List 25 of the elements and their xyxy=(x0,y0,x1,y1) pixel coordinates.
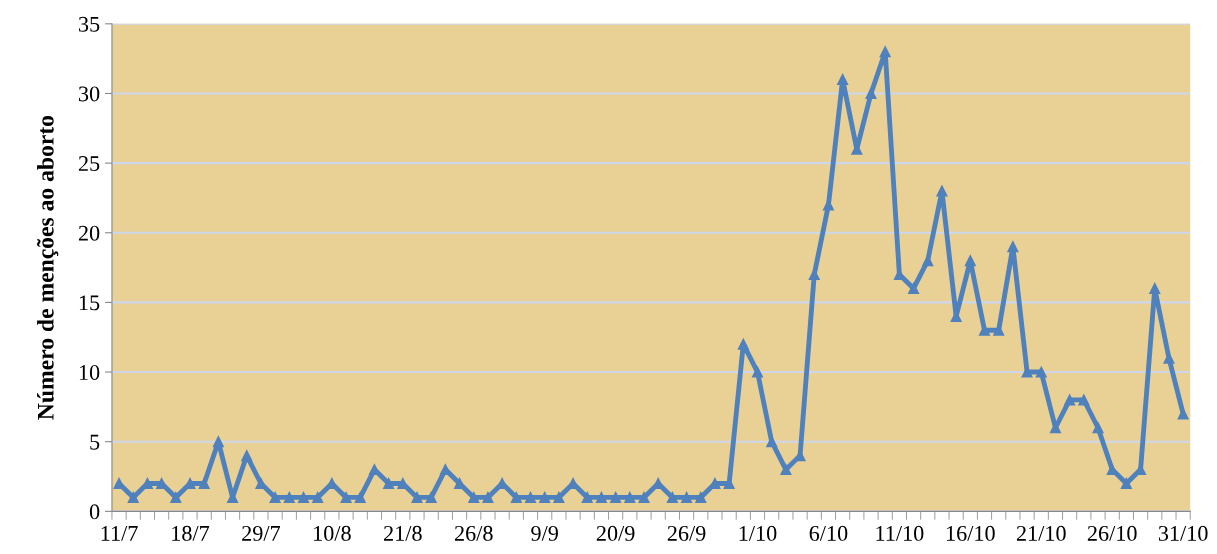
x-tick-label: 20/9 xyxy=(596,525,635,541)
y-tick-label: 0 xyxy=(89,504,100,520)
y-tick-label: 10 xyxy=(79,364,100,380)
x-tick-label: 9/9 xyxy=(531,525,558,541)
x-tick-label: 11/7 xyxy=(101,525,138,541)
x-tick-label: 10/8 xyxy=(314,525,351,541)
x-tick-label: 21/10 xyxy=(1016,525,1066,541)
x-tick-label: 26/9 xyxy=(667,525,706,541)
x-tick-label: 31/10 xyxy=(1158,525,1208,541)
y-tick-label: 15 xyxy=(79,295,100,311)
y-tick-label: 5 xyxy=(90,434,100,450)
x-tick-label: 16/10 xyxy=(946,525,995,541)
y-tick-label: 30 xyxy=(79,86,100,102)
y-tick-label: 35 xyxy=(79,16,100,32)
y-axis-title: Número de menções ao aborto xyxy=(37,115,59,420)
x-tick-label: 26/8 xyxy=(454,525,493,541)
x-tick-label: 29/7 xyxy=(242,525,281,541)
y-tick-label: 20 xyxy=(78,225,100,241)
x-tick-label: 1/10 xyxy=(739,525,777,541)
x-tick-label: 21/8 xyxy=(384,525,422,541)
x-tick-label: 26/10 xyxy=(1087,525,1137,541)
x-tick-label: 11/10 xyxy=(876,525,924,541)
x-tick-label: 18/7 xyxy=(172,525,210,541)
x-tick-label: 6/10 xyxy=(809,525,848,541)
y-tick-label: 25 xyxy=(78,156,100,172)
